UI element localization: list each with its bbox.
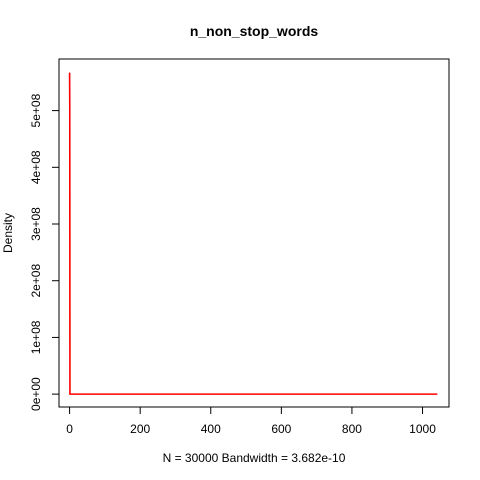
x-tick-label: 0 <box>66 422 73 436</box>
x-axis: 0 200 400 600 800 1000 <box>66 406 436 436</box>
y-tick-label: 3e+08 <box>29 207 43 241</box>
y-axis-label: Density <box>1 213 15 253</box>
x-tick-label: 200 <box>130 422 150 436</box>
density-line <box>68 72 438 395</box>
y-tick-label: 4e+08 <box>29 150 43 184</box>
chart-title: n_non_stop_words <box>190 23 319 39</box>
y-tick-label: 5e+08 <box>29 93 43 127</box>
x-tick-label: 400 <box>201 422 221 436</box>
y-tick-label: 1e+08 <box>29 320 43 354</box>
plot-frame <box>58 58 450 408</box>
x-axis-label: N = 30000 Bandwidth = 3.682e-10 <box>163 451 346 465</box>
y-tick-label: 0e+00 <box>29 377 43 411</box>
x-tick-label: 600 <box>271 422 291 436</box>
y-axis: 0e+00 1e+08 2e+08 3e+08 4e+08 5e+08 <box>29 93 60 411</box>
y-tick-label: 2e+08 <box>29 264 43 298</box>
x-tick-label: 800 <box>342 422 362 436</box>
x-tick-label: 1000 <box>409 422 436 436</box>
series-layer <box>68 72 438 395</box>
